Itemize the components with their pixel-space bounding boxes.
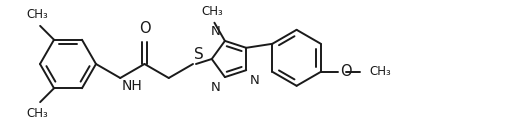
Text: N: N bbox=[250, 74, 260, 87]
Text: NH: NH bbox=[121, 79, 142, 93]
Text: CH₃: CH₃ bbox=[370, 65, 391, 78]
Text: O: O bbox=[340, 64, 351, 79]
Text: O: O bbox=[139, 21, 150, 36]
Text: N: N bbox=[211, 81, 221, 94]
Text: CH₃: CH₃ bbox=[202, 5, 223, 18]
Text: CH₃: CH₃ bbox=[26, 8, 48, 21]
Text: S: S bbox=[194, 47, 204, 62]
Text: CH₃: CH₃ bbox=[26, 107, 48, 120]
Text: N: N bbox=[211, 25, 221, 38]
